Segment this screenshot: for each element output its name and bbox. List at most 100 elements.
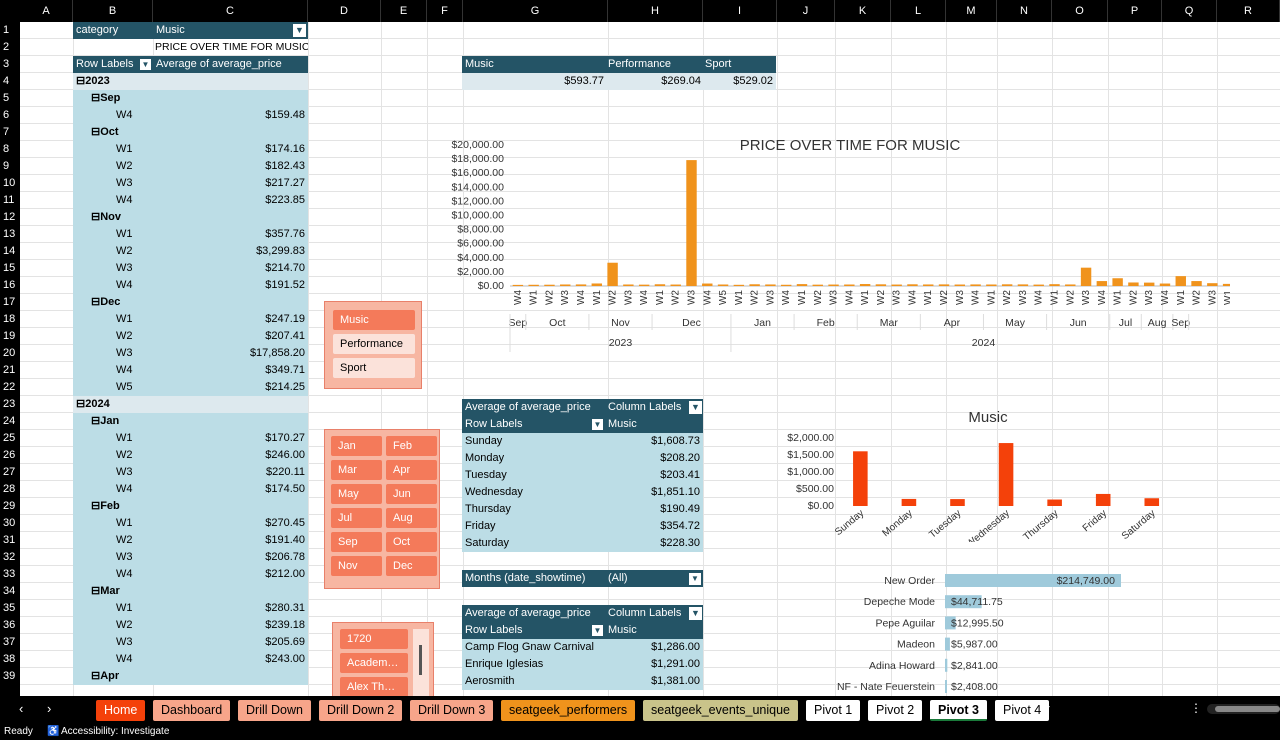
column-header-e[interactable]: E: [381, 0, 427, 22]
slicer-month-jun[interactable]: Jun: [386, 484, 437, 504]
pivot-row[interactable]: Friday $354.72: [462, 518, 703, 535]
pivot-row[interactable]: W4 $212.00: [73, 566, 308, 583]
dropdown-arrow-icon[interactable]: ▼: [592, 419, 603, 430]
row-header-25[interactable]: 25: [3, 432, 16, 444]
pivot-row[interactable]: W5 $214.25: [73, 379, 308, 396]
slicer-performer-item[interactable]: Academ…: [340, 653, 408, 673]
sheet-tab-drill-down[interactable]: Drill Down: [238, 700, 311, 721]
pivot-row[interactable]: W2 $239.18: [73, 617, 308, 634]
row-labels-header[interactable]: Row Labels ▼: [73, 56, 153, 73]
filter-funnel-icon[interactable]: ▼: [293, 24, 306, 37]
pivot-row[interactable]: ⊟Nov: [73, 209, 308, 226]
pivot-year-label[interactable]: ⊟2024: [76, 398, 110, 410]
row-header-31[interactable]: 31: [3, 534, 16, 546]
pivot-year-label[interactable]: ⊟2023: [76, 75, 110, 87]
row-header-20[interactable]: 20: [3, 347, 16, 359]
row-header-6[interactable]: 6: [3, 109, 10, 121]
pivot-row[interactable]: ⊟Mar: [73, 583, 308, 600]
pivot-row[interactable]: W3 $217.27: [73, 175, 308, 192]
row-header-22[interactable]: 22: [3, 381, 16, 393]
add-sheet-icon[interactable]: +: [1041, 699, 1051, 716]
slicer-month-aug[interactable]: Aug: [386, 508, 437, 528]
slicer-month-jan[interactable]: Jan: [331, 436, 382, 456]
pivot-month-label[interactable]: ⊟Feb: [91, 500, 120, 512]
pivot-row[interactable]: W4 $191.52: [73, 277, 308, 294]
slicer-month-jul[interactable]: Jul: [331, 508, 382, 528]
pivot-month-label[interactable]: ⊟Mar: [91, 585, 120, 597]
slicer-scrollbar[interactable]: [413, 629, 429, 696]
column-header-d[interactable]: D: [308, 0, 381, 22]
performer-bar-chart[interactable]: New Order $214,749.00 Depeche Mode $44,711.…: [810, 570, 1150, 696]
pivot-row[interactable]: W1 $247.19: [73, 311, 308, 328]
pivot-row[interactable]: Camp Flog Gnaw Carnival $1,286.00: [462, 639, 703, 656]
row-header-29[interactable]: 29: [3, 500, 16, 512]
column-header-h[interactable]: H: [608, 0, 703, 22]
pivot-row[interactable]: W1 $270.45: [73, 515, 308, 532]
row-header-26[interactable]: 26: [3, 449, 16, 461]
row-header-36[interactable]: 36: [3, 619, 16, 631]
pivot-month-label[interactable]: ⊟Apr: [91, 670, 120, 682]
price-over-time-chart[interactable]: PRICE OVER TIME FOR MUSIC $0.00 $2,000.00 $…: [410, 102, 1230, 352]
pivot-row[interactable]: Monday $208.20: [462, 450, 703, 467]
slicer-item-music[interactable]: Music: [333, 310, 415, 330]
row-header-18[interactable]: 18: [3, 313, 16, 325]
column-header-p[interactable]: P: [1108, 0, 1162, 22]
column-header-j[interactable]: J: [777, 0, 835, 22]
pivot-row[interactable]: ⊟Jan: [73, 413, 308, 430]
pivot-row[interactable]: W2 $207.41: [73, 328, 308, 345]
row-header-30[interactable]: 30: [3, 517, 16, 529]
pivot-row[interactable]: W4 $349.71: [73, 362, 308, 379]
filter-funnel-icon[interactable]: ▼: [689, 607, 702, 620]
row-header-27[interactable]: 27: [3, 466, 16, 478]
row-header-17[interactable]: 17: [3, 296, 16, 308]
pivot-row[interactable]: W4 $223.85: [73, 192, 308, 209]
performer-slicer[interactable]: 1720 Academ… Alex Th…: [332, 622, 434, 696]
dropdown-arrow-icon[interactable]: ▼: [689, 573, 701, 585]
pivot-row[interactable]: Thursday $190.49: [462, 501, 703, 518]
pivot-month-label[interactable]: ⊟Oct: [91, 126, 119, 138]
row-header-13[interactable]: 13: [3, 228, 16, 240]
row-header-33[interactable]: 33: [3, 568, 16, 580]
pivot-row[interactable]: Saturday $228.30: [462, 535, 703, 552]
pivot-row[interactable]: W2 $182.43: [73, 158, 308, 175]
row-header-5[interactable]: 5: [3, 92, 10, 104]
column-header-c[interactable]: C: [153, 0, 308, 22]
row-header-7[interactable]: 7: [3, 126, 10, 138]
pivot-row[interactable]: W3 $214.70: [73, 260, 308, 277]
column-header-q[interactable]: Q: [1162, 0, 1217, 22]
dropdown-arrow-icon[interactable]: ▼: [140, 59, 151, 70]
slicer-month-may[interactable]: May: [331, 484, 382, 504]
row-header-32[interactable]: 32: [3, 551, 16, 563]
row-header-4[interactable]: 4: [3, 75, 10, 87]
row-header-19[interactable]: 19: [3, 330, 16, 342]
pivot-row[interactable]: W3 $205.69: [73, 634, 308, 651]
column-header-b[interactable]: B: [73, 0, 153, 22]
slicer-performer-item[interactable]: Alex Th…: [340, 677, 408, 696]
row-header-39[interactable]: 39: [3, 670, 16, 682]
row-header-1[interactable]: 1: [3, 24, 10, 36]
sheet-tab-pivot-1[interactable]: Pivot 1: [806, 700, 861, 721]
sheet-tab-dashboard[interactable]: Dashboard: [153, 700, 231, 721]
slicer-scroll-thumb[interactable]: [419, 645, 422, 675]
row-header-12[interactable]: 12: [3, 211, 16, 223]
pivot-row[interactable]: W4 $243.00: [73, 651, 308, 668]
pivot-row[interactable]: W2 $3,299.83: [73, 243, 308, 260]
pivot-row[interactable]: W2 $191.40: [73, 532, 308, 549]
slicer-month-dec[interactable]: Dec: [386, 556, 437, 576]
column-header-a[interactable]: A: [20, 0, 73, 22]
horizontal-scrollbar[interactable]: [1207, 704, 1280, 714]
column-header-g[interactable]: G: [463, 0, 608, 22]
column-header-m[interactable]: M: [946, 0, 997, 22]
slicer-month-feb[interactable]: Feb: [386, 436, 437, 456]
more-options-icon[interactable]: ⋮: [1190, 701, 1202, 715]
pivot-row[interactable]: Sunday $1,608.73: [462, 433, 703, 450]
slicer-item-sport[interactable]: Sport: [333, 358, 415, 378]
pivot-row[interactable]: ⊟Feb: [73, 498, 308, 515]
slicer-month-nov[interactable]: Nov: [331, 556, 382, 576]
pivot-row[interactable]: W1 $357.76: [73, 226, 308, 243]
pivot-row[interactable]: W2 $246.00: [73, 447, 308, 464]
slicer-item-performance[interactable]: Performance: [333, 334, 415, 354]
slicer-month-sep[interactable]: Sep: [331, 532, 382, 552]
row-header-38[interactable]: 38: [3, 653, 16, 665]
pivot-row[interactable]: Wednesday $1,851.10: [462, 484, 703, 501]
